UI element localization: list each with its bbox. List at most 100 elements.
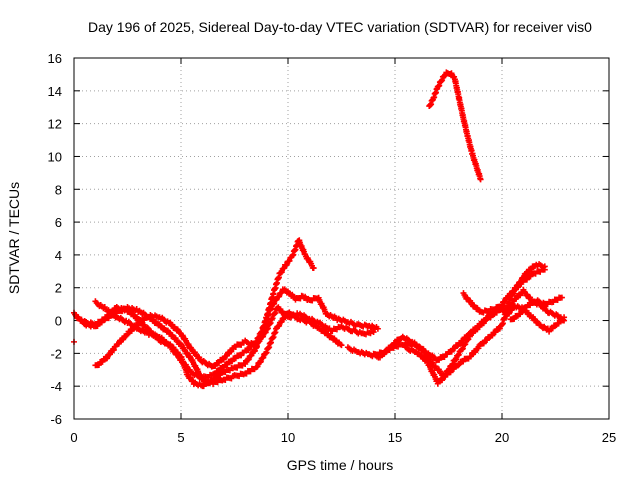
data-point — [276, 293, 283, 300]
data-point — [104, 355, 111, 362]
series-prn-j — [503, 303, 568, 335]
data-point — [115, 340, 122, 347]
series-prn-i — [460, 286, 568, 324]
data-point — [338, 342, 345, 349]
data-point — [492, 329, 499, 336]
data-point — [477, 176, 484, 183]
data-point — [224, 352, 231, 359]
y-tick-label: 4 — [55, 248, 62, 263]
data-point — [141, 317, 148, 324]
series-prn-k — [507, 294, 565, 323]
data-point — [260, 333, 267, 340]
data-point — [374, 325, 381, 332]
y-axis-label: SDTVAR / TECUs — [6, 182, 22, 294]
data-point — [212, 362, 219, 369]
y-tick-label: 8 — [55, 182, 62, 197]
data-point — [257, 358, 264, 365]
data-point — [128, 327, 135, 334]
data-point — [520, 274, 527, 281]
data-point — [370, 329, 377, 336]
data-point — [220, 364, 227, 371]
x-tick-label: 25 — [602, 430, 616, 445]
data-point — [229, 358, 236, 365]
chart-title: Day 196 of 2025, Sidereal Day-to-day VTE… — [88, 19, 592, 35]
grid — [74, 58, 609, 419]
data-point — [480, 340, 487, 347]
y-tick-label: 12 — [48, 117, 62, 132]
data-point — [484, 337, 491, 344]
data-point — [271, 300, 278, 307]
data-point — [99, 358, 106, 365]
y-tick-label: 2 — [55, 281, 62, 296]
data-point — [254, 363, 261, 370]
data-point — [442, 373, 449, 380]
data-point — [123, 332, 130, 339]
data-point — [467, 353, 474, 360]
data-point — [131, 324, 138, 331]
data-point — [523, 276, 530, 283]
data-point — [439, 377, 446, 384]
y-tick-label: 16 — [48, 51, 62, 66]
data-point — [256, 338, 263, 345]
data-point — [485, 314, 492, 321]
y-tick-label: -4 — [50, 379, 62, 394]
data-point — [457, 340, 464, 347]
data-point — [278, 318, 285, 325]
data-point — [506, 310, 513, 317]
plot-frame — [73, 57, 610, 420]
data-point — [262, 350, 269, 357]
data-point — [120, 336, 127, 343]
data-point — [448, 348, 455, 355]
data-point — [216, 359, 223, 366]
x-axis-label: GPS time / hours — [287, 457, 394, 473]
x-axis: 0 5 10 15 20 25 — [70, 58, 616, 445]
x-tick-label: 5 — [177, 430, 184, 445]
data-point — [110, 346, 117, 353]
data-point — [527, 273, 534, 280]
data-point — [460, 337, 467, 344]
data-point — [555, 320, 562, 327]
data-point — [518, 278, 525, 285]
y-tick-label: 14 — [48, 84, 62, 99]
series-prn-c — [92, 304, 377, 370]
data-point — [337, 341, 344, 348]
data-point — [475, 345, 482, 352]
data-point — [95, 361, 102, 368]
data-point — [276, 322, 283, 329]
y-tick-label: -6 — [50, 412, 62, 427]
y-tick-label: 0 — [55, 314, 62, 329]
data-point — [469, 329, 476, 336]
series-prn-h — [426, 69, 484, 183]
data-point — [439, 77, 446, 84]
data-point — [472, 349, 479, 356]
data-point — [267, 305, 274, 312]
data-point — [278, 269, 285, 276]
data-point — [558, 294, 565, 301]
data-point — [508, 306, 515, 313]
data-point — [262, 329, 269, 336]
data-point — [541, 263, 548, 270]
y-tick-label: 10 — [48, 149, 62, 164]
data-point — [561, 314, 568, 321]
x-tick-label: 15 — [388, 430, 402, 445]
data-point — [451, 345, 458, 352]
x-tick-label: 10 — [281, 430, 295, 445]
data-point — [217, 371, 224, 378]
data-point — [481, 318, 488, 325]
y-tick-label: 6 — [55, 215, 62, 230]
data-point — [242, 361, 249, 368]
data-point — [447, 369, 454, 376]
y-tick-label: -2 — [50, 346, 62, 361]
data-point — [512, 295, 519, 302]
data-point — [245, 356, 252, 363]
y-axis: -6 -4 -2 0 2 4 6 8 10 12 14 16 — [48, 51, 609, 427]
data-point — [423, 356, 430, 363]
data-point — [252, 347, 259, 354]
data-point — [477, 321, 484, 328]
data-point — [283, 261, 290, 268]
data-point — [520, 307, 527, 314]
data-point — [455, 351, 462, 358]
data-point — [106, 351, 113, 358]
data-point — [434, 380, 441, 387]
